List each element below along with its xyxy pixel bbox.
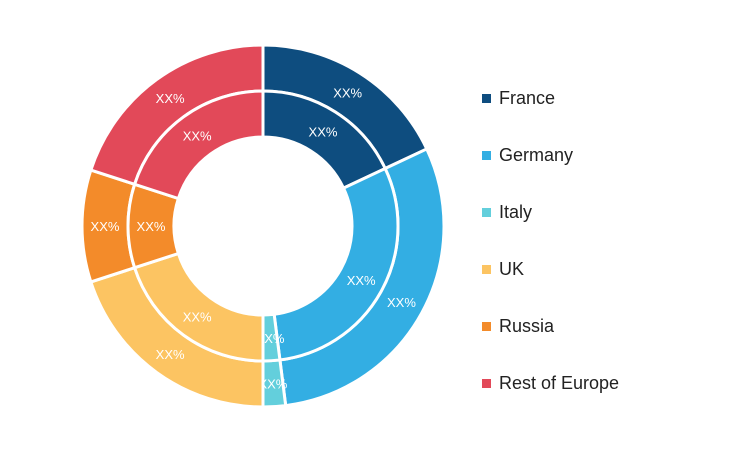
inner-slice-germany	[272, 166, 400, 362]
legend-swatch-uk	[482, 265, 491, 274]
legend-item-russia: Russia	[482, 298, 619, 355]
legend-label-germany: Germany	[499, 145, 574, 165]
outer-label-france: XX%	[333, 86, 362, 101]
legend-swatch-russia	[482, 322, 491, 331]
outer-label-russia: XX%	[91, 219, 120, 234]
legend-item-germany: Germany	[482, 127, 619, 184]
legend-label-russia: Russia	[499, 316, 555, 336]
inner-label-russia: XX%	[137, 219, 166, 234]
legend-label-uk: UK	[499, 259, 525, 279]
inner-label-rest-of-europe: XX%	[183, 128, 212, 143]
legend-swatch-italy	[482, 208, 491, 217]
legend-item-france: France	[482, 70, 619, 127]
inner-label-uk: XX%	[183, 310, 212, 325]
legend-item-italy: Italy	[482, 184, 619, 241]
legend-label-rest-of-europe: Rest of Europe	[499, 373, 620, 393]
legend-swatch-rest-of-europe	[482, 379, 491, 388]
outer-label-uk: XX%	[156, 347, 185, 362]
outer-label-rest-of-europe: XX%	[156, 91, 185, 106]
legend-label-france: France	[499, 88, 556, 108]
legend-item-uk: UK	[482, 241, 619, 298]
outer-label-germany: XX%	[387, 295, 416, 310]
legend-label-italy: Italy	[499, 202, 533, 222]
inner-label-france: XX%	[309, 124, 338, 139]
legend-swatch-germany	[482, 151, 491, 160]
chart-legend: France Germany Italy UK Russia Rest of E…	[482, 70, 619, 412]
legend-swatch-france	[482, 94, 491, 103]
inner-label-germany: XX%	[347, 273, 376, 288]
legend-item-rest-of-europe: Rest of Europe	[482, 355, 619, 412]
inner-slice-rest-of-europe	[132, 89, 265, 201]
outer-label-italy: XX%	[258, 377, 287, 392]
